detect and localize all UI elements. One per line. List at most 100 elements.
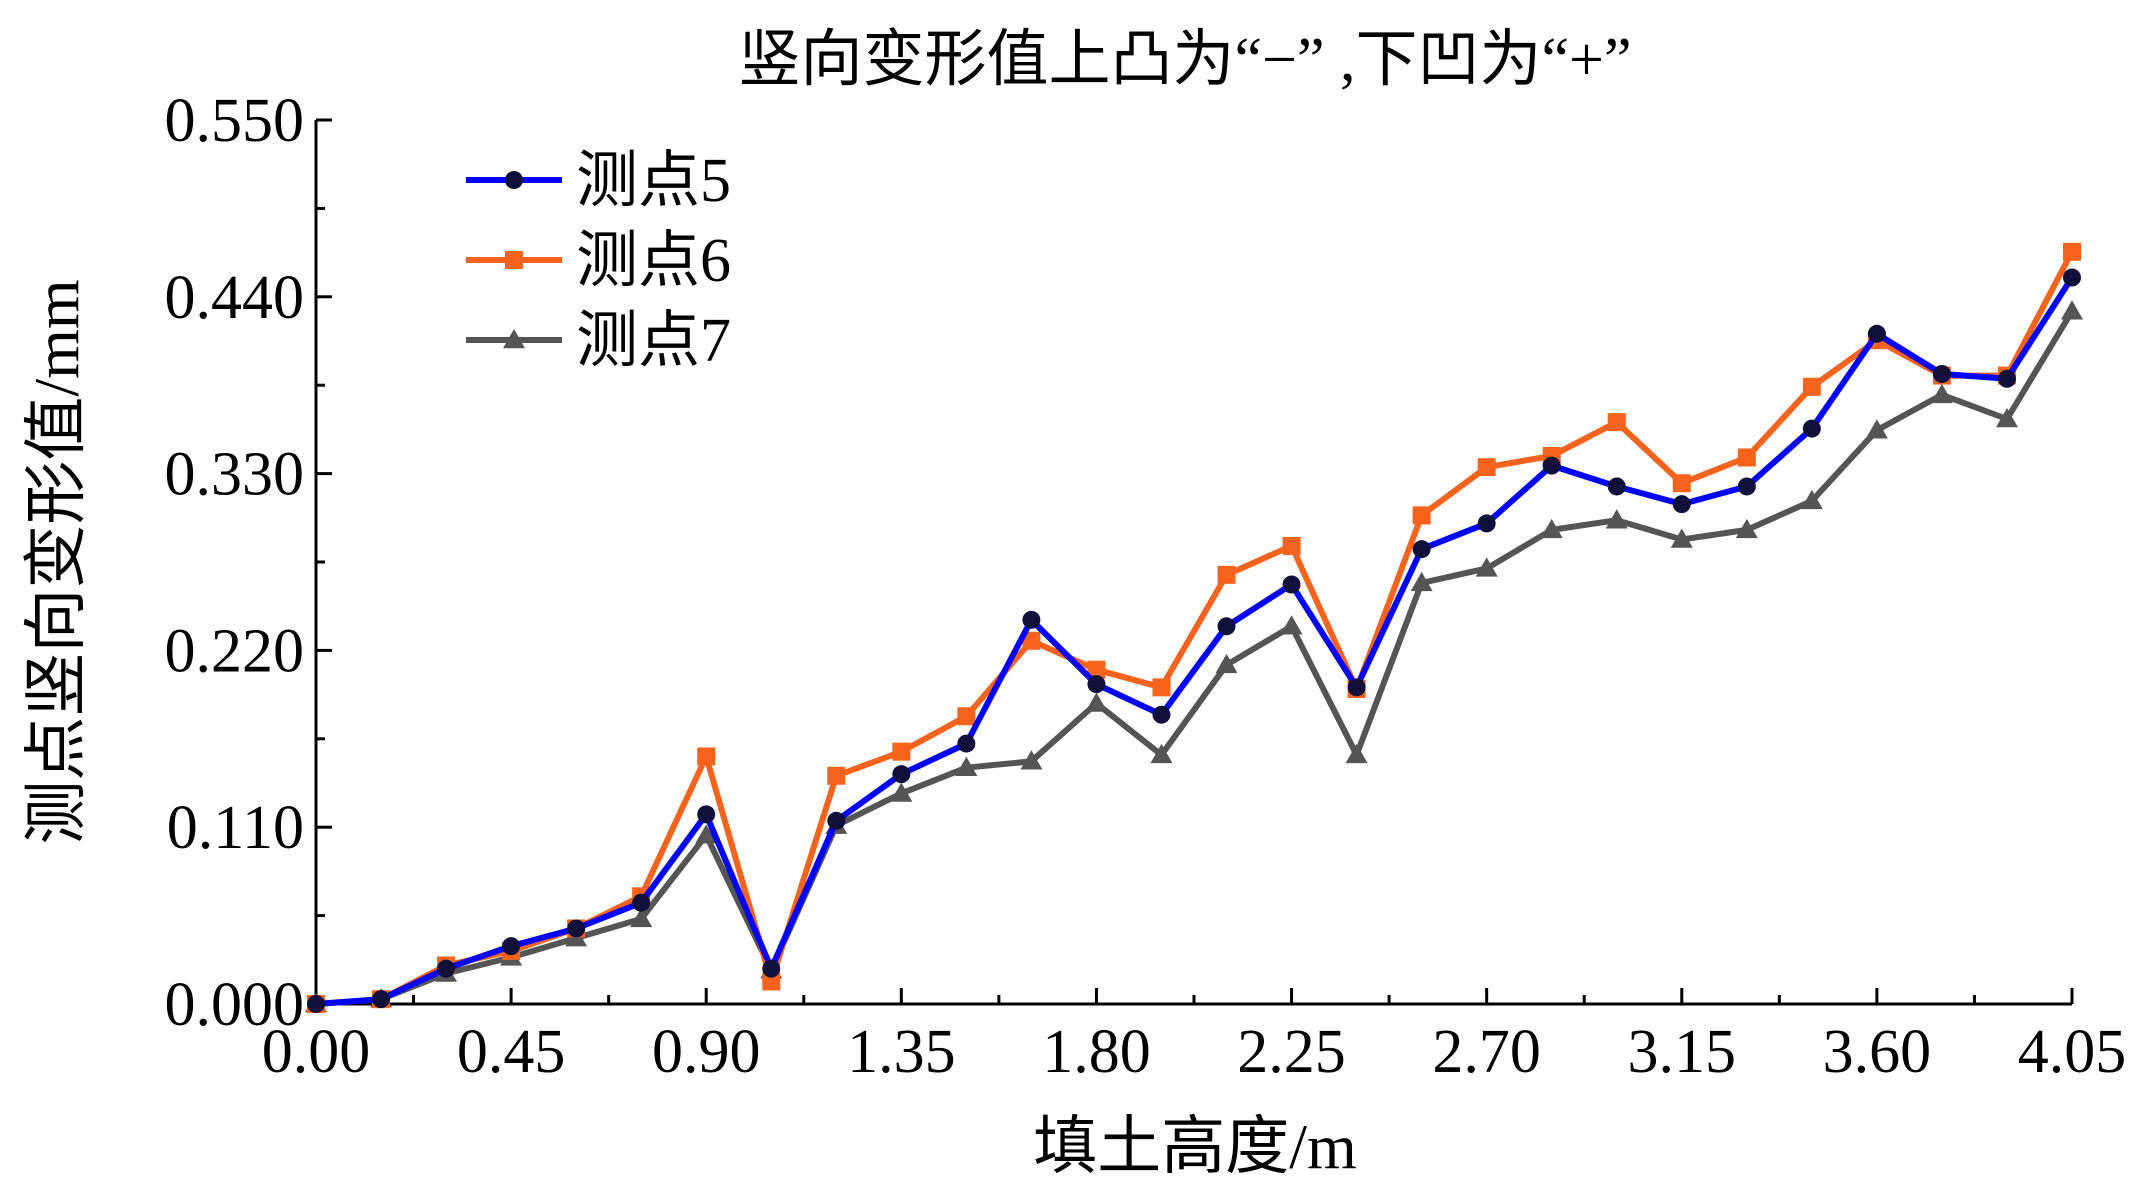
x-ticks: 0.00 0.45 0.90 1.35 1.80 2.25 2.70 3.15 3.60 4.05 bbox=[262, 988, 2127, 1086]
data-point bbox=[1345, 743, 1368, 764]
data-point bbox=[1412, 506, 1431, 525]
y-tick-label: 0.550 bbox=[165, 87, 305, 155]
x-tick-label: 0.45 bbox=[457, 1018, 566, 1086]
series-3 bbox=[305, 300, 2083, 1013]
y-tick-label: 0.220 bbox=[165, 617, 305, 685]
data-point bbox=[1477, 458, 1496, 477]
data-point bbox=[695, 824, 718, 844]
data-point bbox=[1087, 660, 1106, 679]
x-tick-label: 1.35 bbox=[847, 1018, 956, 1086]
series-2 bbox=[307, 242, 2081, 1013]
legend-item: 测点6 bbox=[466, 227, 731, 295]
data-point bbox=[2061, 300, 2083, 320]
data-point bbox=[1282, 536, 1301, 555]
x-axis-label: 填土高度/m bbox=[1033, 1111, 1357, 1182]
data-point bbox=[1215, 653, 1238, 674]
data-point bbox=[1085, 692, 1108, 712]
data-point bbox=[892, 742, 911, 761]
data-point bbox=[1737, 448, 1756, 467]
data-point bbox=[1477, 514, 1496, 533]
series-line bbox=[315, 275, 2075, 1007]
y-axis-label: 测点竖向变形值/mm bbox=[21, 279, 92, 844]
data-point bbox=[1022, 610, 1041, 629]
data-point bbox=[1540, 518, 1563, 539]
data-point bbox=[1997, 369, 2016, 388]
legend-marker bbox=[505, 251, 523, 269]
data-point bbox=[1735, 518, 1758, 539]
data-point bbox=[1605, 509, 1628, 529]
legend-marker bbox=[505, 171, 523, 189]
data-point bbox=[1607, 413, 1626, 432]
y-tick-label: 0.110 bbox=[167, 794, 304, 862]
data-point bbox=[2063, 242, 2081, 261]
x-tick-label: 3.15 bbox=[1628, 1018, 1737, 1086]
chart-title: 竖向变形值上凸为“−” ,下凹为“+” bbox=[738, 26, 1631, 94]
legend-item: 测点7 bbox=[466, 307, 731, 375]
x-tick-label: 4.05 bbox=[2018, 1018, 2127, 1086]
data-point bbox=[1672, 495, 1691, 514]
data-point bbox=[1932, 364, 1951, 383]
legend: 测点5 测点6 测点7 bbox=[466, 147, 731, 375]
x-tick-label: 2.25 bbox=[1237, 1018, 1346, 1086]
data-point bbox=[1995, 407, 2018, 428]
data-point bbox=[1087, 675, 1106, 694]
legend-label: 测点6 bbox=[576, 227, 731, 295]
data-point bbox=[1672, 474, 1691, 493]
data-point bbox=[1930, 383, 1953, 404]
legend-item: 测点5 bbox=[466, 147, 731, 215]
data-point bbox=[697, 805, 716, 824]
data-point bbox=[632, 893, 651, 912]
data-point bbox=[957, 707, 976, 726]
data-point bbox=[762, 972, 781, 991]
x-tick-label: 0.00 bbox=[262, 1018, 371, 1086]
data-point bbox=[567, 919, 586, 938]
y-tick-label: 0.000 bbox=[165, 971, 305, 1039]
data-point bbox=[1412, 540, 1431, 559]
data-point bbox=[1150, 743, 1173, 764]
x-tick-label: 2.70 bbox=[1432, 1018, 1541, 1086]
data-point bbox=[1152, 678, 1171, 697]
series-layer bbox=[305, 242, 2083, 1013]
x-tick-label: 1.80 bbox=[1042, 1018, 1151, 1086]
data-point bbox=[1217, 565, 1236, 584]
data-point bbox=[697, 747, 716, 766]
data-point bbox=[1020, 750, 1043, 770]
x-tick-label: 0.90 bbox=[652, 1018, 761, 1086]
data-point bbox=[1475, 557, 1498, 577]
data-point bbox=[827, 811, 846, 830]
data-point bbox=[1347, 678, 1366, 697]
legend-label: 测点5 bbox=[576, 147, 731, 215]
data-point bbox=[1865, 419, 1888, 439]
x-tick-label: 3.60 bbox=[1823, 1018, 1932, 1086]
legend-label: 测点7 bbox=[576, 307, 731, 375]
data-point bbox=[1282, 575, 1301, 594]
data-point bbox=[1802, 377, 1821, 396]
series-1 bbox=[307, 268, 2081, 1013]
data-point bbox=[827, 766, 846, 785]
data-point bbox=[2063, 268, 2081, 287]
legend-marker bbox=[503, 329, 525, 349]
series-line bbox=[315, 309, 2075, 1007]
data-point bbox=[1542, 456, 1561, 475]
y-tick-label: 0.330 bbox=[165, 441, 305, 509]
data-point bbox=[1670, 528, 1693, 548]
data-point bbox=[502, 937, 521, 956]
data-point bbox=[437, 959, 456, 978]
data-point bbox=[372, 990, 391, 1009]
data-point bbox=[762, 959, 781, 978]
y-tick-label: 0.440 bbox=[165, 264, 305, 332]
data-point bbox=[955, 756, 978, 776]
data-point bbox=[1152, 705, 1171, 724]
data-point bbox=[957, 734, 976, 753]
data-point bbox=[1867, 324, 1886, 343]
data-point bbox=[1800, 489, 1823, 510]
data-point bbox=[1280, 615, 1303, 635]
data-point bbox=[307, 995, 325, 1013]
data-point bbox=[1217, 617, 1236, 636]
data-point bbox=[1737, 477, 1756, 496]
data-point bbox=[1022, 631, 1041, 650]
data-point bbox=[1607, 477, 1626, 496]
y-ticks: 0.000 0.110 0.220 0.330 0.440 0.550 bbox=[165, 87, 332, 1039]
data-point bbox=[1802, 419, 1821, 438]
